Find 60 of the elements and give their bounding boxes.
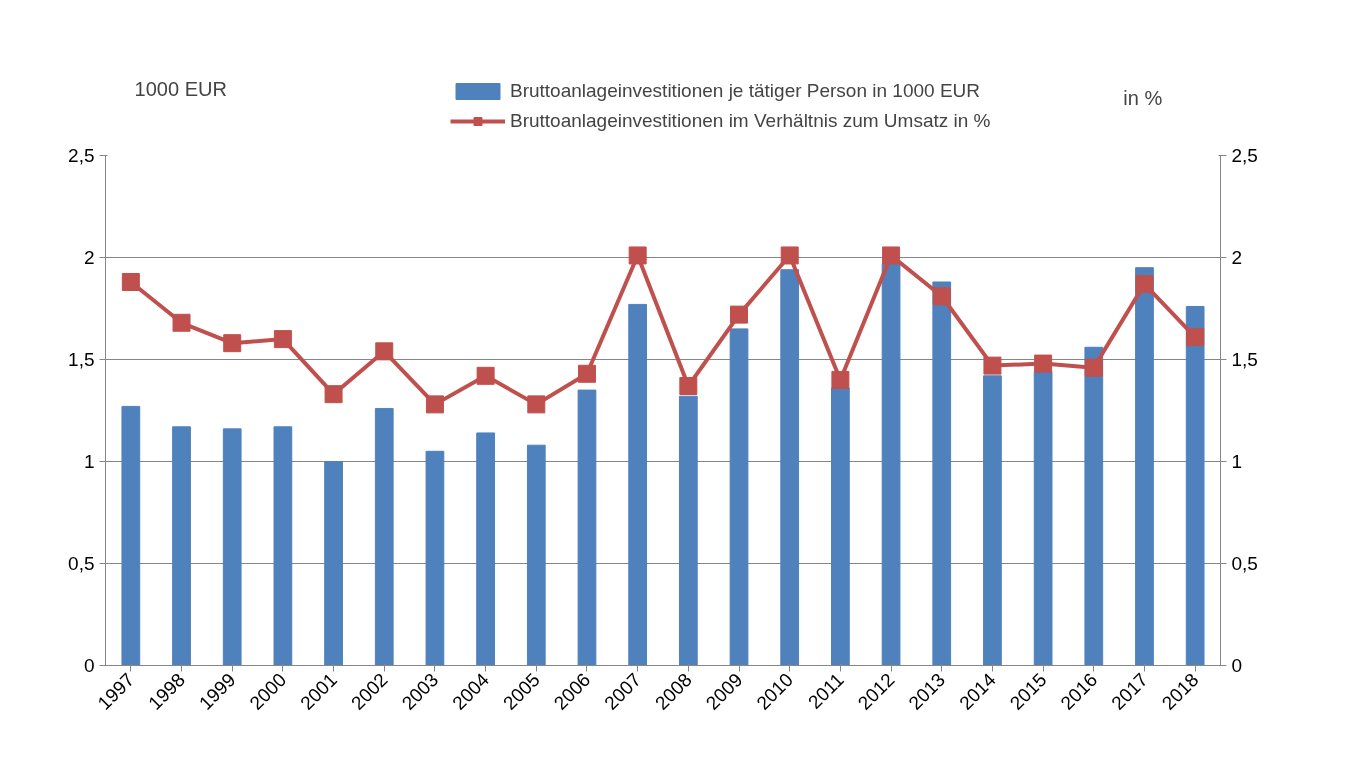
bar (780, 269, 800, 666)
y-tick-label: 0 (83, 655, 95, 676)
point (1084, 358, 1103, 377)
legend-label: Bruttoanlageinvestitionen je tätiger Person in 1000 EUR (510, 80, 981, 102)
point (476, 366, 495, 385)
y-tick-label: 2 (83, 247, 95, 268)
legend-label: Bruttoanlageinvestitionen im Verhältnis zum Umsatz in % (510, 110, 991, 132)
bar (577, 389, 597, 666)
y2-tick-label: 2 (1231, 247, 1243, 268)
y2-tick-label: 0,5 (1231, 553, 1258, 574)
point (831, 370, 850, 389)
y-tick-label: 2,5 (68, 145, 95, 166)
bar (222, 428, 242, 666)
point (577, 364, 596, 383)
bar (172, 426, 191, 666)
point (983, 356, 1002, 375)
bar (273, 426, 293, 666)
point (375, 342, 394, 361)
bar (932, 281, 952, 666)
bar (678, 395, 698, 666)
bar (526, 444, 546, 666)
bar (324, 461, 343, 666)
bar (425, 450, 445, 666)
y2-tick-label: 1,5 (1231, 349, 1258, 370)
point (730, 305, 749, 324)
bar (1084, 346, 1104, 666)
bar (121, 405, 141, 666)
point (172, 313, 191, 332)
bar (476, 432, 495, 666)
y2-axis-title: in % (1123, 86, 1163, 109)
y2-tick-label: 1 (1231, 451, 1243, 472)
point (223, 334, 242, 353)
point (932, 287, 951, 306)
point (1034, 354, 1053, 373)
bar (374, 407, 394, 666)
y2-tick-label: 2,5 (1231, 145, 1258, 166)
point (679, 377, 698, 396)
point (1135, 275, 1154, 294)
point (121, 272, 140, 291)
point (780, 246, 799, 265)
bar (729, 328, 749, 666)
bar (1135, 267, 1154, 666)
y-tick-label: 0,5 (68, 553, 95, 574)
bar (628, 303, 648, 666)
point (527, 395, 546, 414)
point (425, 395, 444, 414)
bar (1185, 305, 1205, 666)
bar (1033, 371, 1053, 666)
y-tick-label: 1,5 (68, 349, 95, 370)
point (273, 330, 292, 349)
y-tick-label: 1 (83, 451, 95, 472)
bar (983, 375, 1002, 666)
y-axis-title: 1000 EUR (134, 77, 227, 100)
bar (881, 263, 901, 666)
y2-tick-label: 0 (1231, 655, 1243, 676)
point (324, 385, 343, 404)
point (1186, 328, 1205, 347)
point (628, 246, 647, 265)
point (882, 246, 901, 265)
bar (831, 387, 850, 666)
